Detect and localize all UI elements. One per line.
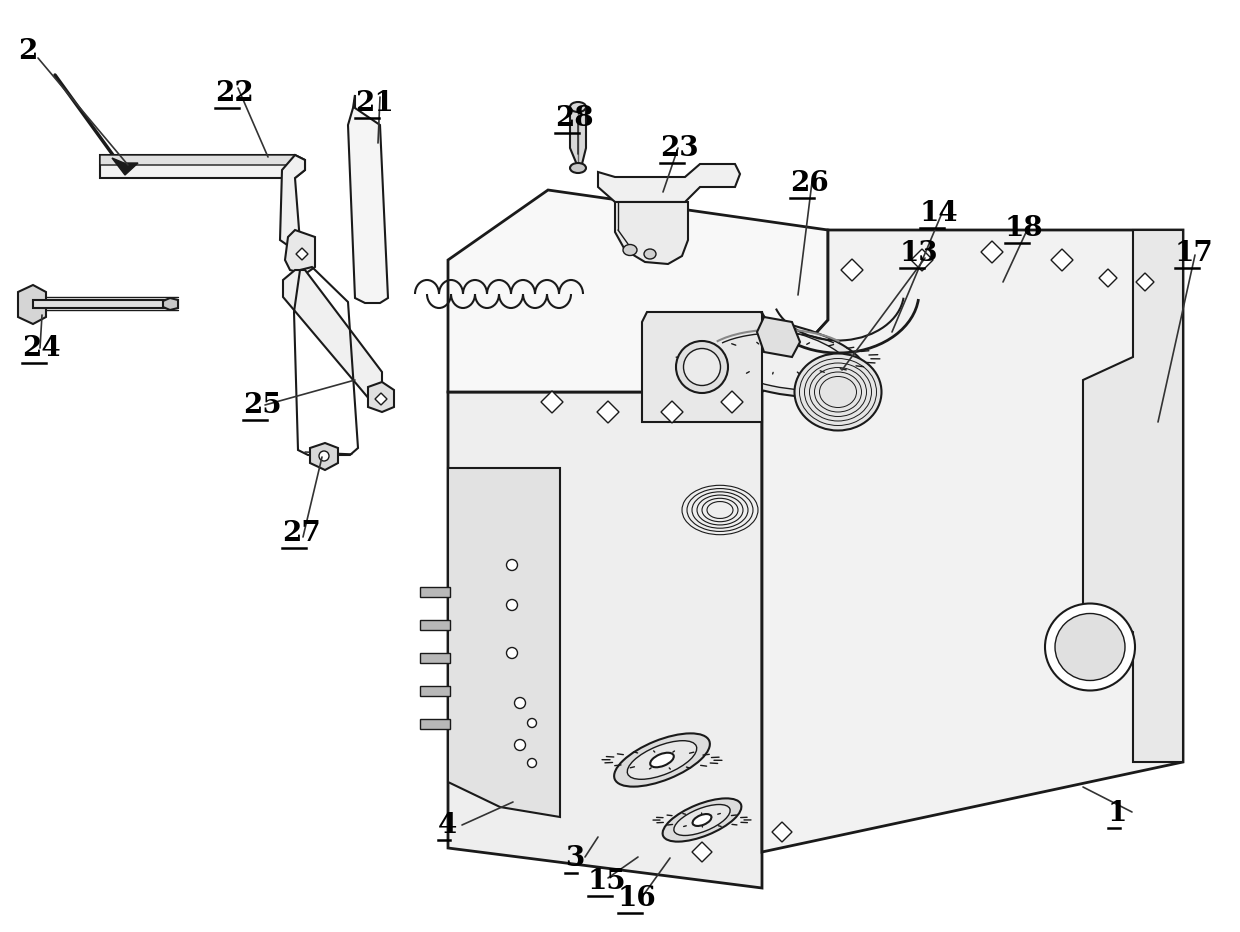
Polygon shape xyxy=(296,248,308,260)
Polygon shape xyxy=(280,155,305,247)
Text: 21: 21 xyxy=(355,90,394,117)
Polygon shape xyxy=(420,653,450,663)
Polygon shape xyxy=(19,285,46,324)
Ellipse shape xyxy=(662,799,742,842)
Polygon shape xyxy=(112,158,138,175)
Polygon shape xyxy=(763,230,1183,852)
Ellipse shape xyxy=(527,759,537,767)
Polygon shape xyxy=(615,202,688,264)
Text: 3: 3 xyxy=(565,845,584,872)
Text: 24: 24 xyxy=(22,335,61,362)
Text: 16: 16 xyxy=(618,885,657,912)
Ellipse shape xyxy=(688,319,867,397)
Polygon shape xyxy=(911,249,932,271)
Polygon shape xyxy=(841,259,863,281)
Text: 13: 13 xyxy=(900,240,939,267)
Polygon shape xyxy=(448,190,828,392)
Ellipse shape xyxy=(1045,604,1135,691)
Ellipse shape xyxy=(570,102,587,112)
Polygon shape xyxy=(642,312,763,422)
Polygon shape xyxy=(598,164,740,202)
Text: 23: 23 xyxy=(660,135,698,162)
Ellipse shape xyxy=(795,353,882,431)
Polygon shape xyxy=(661,401,683,423)
Polygon shape xyxy=(100,155,305,165)
Ellipse shape xyxy=(319,451,329,461)
Ellipse shape xyxy=(627,741,697,779)
Text: 27: 27 xyxy=(281,520,321,547)
Ellipse shape xyxy=(650,753,673,767)
Polygon shape xyxy=(448,652,492,722)
Ellipse shape xyxy=(570,163,587,173)
Ellipse shape xyxy=(676,341,728,393)
Text: 17: 17 xyxy=(1176,240,1214,267)
Polygon shape xyxy=(773,822,792,842)
Polygon shape xyxy=(1083,230,1183,762)
Ellipse shape xyxy=(506,648,517,659)
Text: 22: 22 xyxy=(215,80,254,107)
Ellipse shape xyxy=(683,349,720,386)
Ellipse shape xyxy=(673,804,730,835)
Polygon shape xyxy=(420,620,450,630)
Text: 28: 28 xyxy=(556,105,594,132)
Ellipse shape xyxy=(704,326,852,390)
Text: 1: 1 xyxy=(1109,800,1127,827)
Ellipse shape xyxy=(515,739,526,750)
Ellipse shape xyxy=(644,249,656,259)
Polygon shape xyxy=(448,468,560,817)
Polygon shape xyxy=(374,393,387,405)
Text: 2: 2 xyxy=(19,38,37,65)
Text: 4: 4 xyxy=(438,812,458,839)
Polygon shape xyxy=(448,392,763,888)
Polygon shape xyxy=(420,587,450,597)
Polygon shape xyxy=(420,719,450,729)
Ellipse shape xyxy=(614,733,709,787)
Ellipse shape xyxy=(1055,613,1125,680)
Polygon shape xyxy=(162,298,179,310)
Text: 26: 26 xyxy=(790,170,828,197)
Ellipse shape xyxy=(527,719,537,728)
Polygon shape xyxy=(448,580,492,642)
Text: 18: 18 xyxy=(1004,215,1044,242)
Polygon shape xyxy=(981,241,1003,263)
Text: 15: 15 xyxy=(588,868,626,895)
Polygon shape xyxy=(33,300,179,308)
Ellipse shape xyxy=(693,814,712,826)
Ellipse shape xyxy=(515,697,526,708)
Ellipse shape xyxy=(506,559,517,570)
Polygon shape xyxy=(1099,269,1117,287)
Polygon shape xyxy=(348,95,388,303)
Polygon shape xyxy=(720,391,743,413)
Polygon shape xyxy=(285,230,315,274)
Polygon shape xyxy=(1052,249,1073,271)
Polygon shape xyxy=(368,382,394,412)
Ellipse shape xyxy=(622,244,637,255)
Ellipse shape xyxy=(506,599,517,610)
Polygon shape xyxy=(692,842,712,862)
Polygon shape xyxy=(596,401,619,423)
Polygon shape xyxy=(420,686,450,696)
Polygon shape xyxy=(1136,273,1154,291)
Text: 14: 14 xyxy=(920,200,959,227)
Polygon shape xyxy=(310,443,339,470)
Polygon shape xyxy=(541,391,563,413)
Polygon shape xyxy=(756,317,800,357)
Polygon shape xyxy=(283,270,382,400)
Polygon shape xyxy=(570,107,587,172)
Polygon shape xyxy=(100,155,305,178)
Text: 25: 25 xyxy=(243,392,281,419)
